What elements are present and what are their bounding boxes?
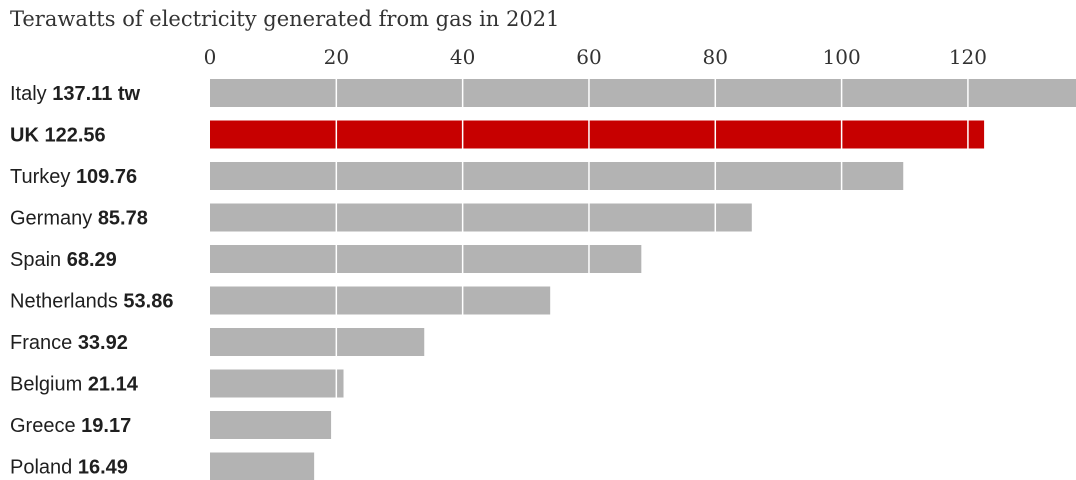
category-name: Greece <box>10 415 81 437</box>
value-label: 16.49 <box>78 457 128 479</box>
value-label: 68.29 <box>67 249 117 271</box>
value-label: 122.56 <box>44 125 105 147</box>
category-label: France 33.92 <box>10 332 128 354</box>
bar <box>210 286 551 315</box>
x-tick-label: 100 <box>823 45 861 69</box>
category-label: Italy 137.11 tw <box>10 83 141 105</box>
bar <box>210 120 985 149</box>
bar <box>210 203 752 232</box>
category-name: Netherlands <box>10 291 123 313</box>
category-label: Netherlands 53.86 <box>10 291 173 313</box>
category-name: Turkey <box>10 166 76 188</box>
bar <box>210 411 332 439</box>
value-label: 19.17 <box>81 415 131 437</box>
category-label: Belgium 21.14 <box>10 374 139 396</box>
category-label: UK 122.56 <box>10 125 106 147</box>
category-name: Belgium <box>10 374 88 396</box>
chart-title: Terawatts of electricity generated from … <box>10 7 560 31</box>
value-label: 137.11 tw <box>52 83 140 105</box>
category-name: Poland <box>10 457 78 479</box>
value-label: 21.14 <box>88 374 139 396</box>
category-label: Greece 19.17 <box>10 415 131 437</box>
x-tick-label: 20 <box>324 45 349 69</box>
bar <box>210 369 344 398</box>
x-tick-label: 40 <box>450 45 475 69</box>
bar <box>210 79 1076 107</box>
category-label: Turkey 109.76 <box>10 166 137 188</box>
category-name: France <box>10 332 78 354</box>
category-label: Germany 85.78 <box>10 208 148 230</box>
x-tick-label: 60 <box>576 45 601 69</box>
category-name: Germany <box>10 208 98 230</box>
value-label: 33.92 <box>78 332 128 354</box>
bar <box>210 452 315 480</box>
x-tick-label: 120 <box>949 45 987 69</box>
x-tick-label: 80 <box>703 45 728 69</box>
category-label: Spain 68.29 <box>10 249 117 271</box>
bar <box>210 162 904 190</box>
value-label: 85.78 <box>98 208 148 230</box>
x-tick-label: 0 <box>204 45 217 69</box>
category-name: Spain <box>10 249 67 271</box>
category-name: Italy <box>10 83 52 105</box>
category-label: Poland 16.49 <box>10 457 128 479</box>
category-name: UK <box>10 125 44 147</box>
bar <box>210 328 425 356</box>
bar <box>210 245 642 273</box>
value-label: 109.76 <box>76 166 137 188</box>
value-label: 53.86 <box>123 291 173 313</box>
